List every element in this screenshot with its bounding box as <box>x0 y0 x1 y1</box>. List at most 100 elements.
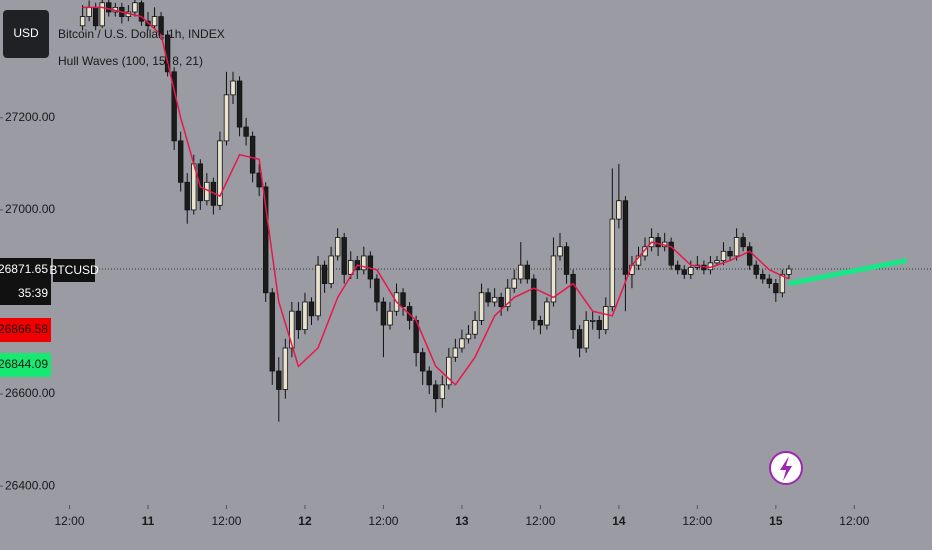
candle-body <box>92 6 99 27</box>
candle-body <box>348 260 354 275</box>
candle-body <box>302 301 308 331</box>
candle-body <box>334 237 341 257</box>
candle-body <box>341 237 347 275</box>
candle-body <box>138 2 145 22</box>
last-price-tag <box>0 258 51 305</box>
candle-body <box>675 264 681 271</box>
candle-body <box>236 80 243 128</box>
candle-body <box>583 320 589 349</box>
candle-body <box>550 255 557 303</box>
candle-body <box>760 273 766 280</box>
price-tags: 26871.65 35:39 26866.58 26844.09 BTCUSD <box>0 258 99 377</box>
candle-body <box>315 264 321 317</box>
currency-button[interactable] <box>3 10 49 58</box>
candle-body <box>616 200 622 220</box>
candle-body <box>387 310 393 326</box>
hull-line <box>82 6 790 386</box>
hull-lower-tag <box>0 353 51 377</box>
x-tick-label: 14 <box>612 514 626 528</box>
x-tick-label: 11 <box>142 514 155 528</box>
candle-body <box>766 278 772 284</box>
hull-lower: 26844.09 <box>0 357 48 371</box>
candle-body <box>361 255 367 271</box>
candle-body <box>524 264 531 280</box>
y-tick-label: 27000.00 <box>5 202 55 216</box>
candle-body <box>537 320 544 326</box>
candle-body <box>223 94 230 142</box>
candle-body <box>289 310 295 349</box>
candle-body <box>321 264 328 284</box>
candle-body <box>505 287 511 307</box>
lightning-button[interactable] <box>769 451 803 485</box>
candle-body <box>498 296 504 307</box>
candle-body <box>328 255 334 284</box>
candle-body <box>263 186 269 294</box>
candle-body <box>518 264 524 280</box>
candle-body <box>596 320 602 331</box>
candle-body <box>230 80 236 96</box>
candle-body <box>779 273 786 294</box>
candle-body <box>282 347 289 390</box>
hull-upper: 26866.58 <box>0 322 48 336</box>
x-tick-label: 15 <box>769 514 783 528</box>
candle-body <box>380 301 387 326</box>
x-tick-label: 12:00 <box>211 514 241 528</box>
candle-body <box>99 2 105 27</box>
candle-body <box>544 301 550 326</box>
candle-body <box>753 264 759 275</box>
candle-body <box>178 140 184 183</box>
candle-body <box>622 200 629 275</box>
x-tick-label: 12:00 <box>55 514 85 528</box>
candle-body <box>86 6 92 17</box>
candle-body <box>452 347 459 358</box>
candle-body <box>374 278 380 303</box>
candle-body <box>491 296 498 303</box>
y-tick-label: 26400.00 <box>5 478 55 492</box>
candle-body <box>243 126 249 137</box>
candle-body <box>433 384 439 400</box>
candle-body <box>485 292 491 303</box>
candle-body <box>426 370 432 386</box>
last-price: 26871.65 <box>0 262 48 276</box>
candle-body <box>132 2 138 13</box>
candle-body <box>295 310 302 331</box>
candle-body <box>576 329 583 349</box>
hull-upper-tag <box>0 318 51 342</box>
countdown: 35:39 <box>18 286 48 300</box>
candle-body <box>184 181 190 211</box>
candle-body <box>603 306 609 331</box>
candle-body <box>563 246 570 275</box>
symbol-tag <box>53 259 95 282</box>
candle-body <box>446 356 452 386</box>
candle-body <box>557 246 563 257</box>
candle-body <box>171 71 177 142</box>
y-tick-label: 27200.00 <box>5 110 55 124</box>
candle-body <box>740 237 746 248</box>
candle-body <box>276 370 282 390</box>
x-tick-label: 12:00 <box>368 514 398 528</box>
candle-body <box>681 269 687 275</box>
currency-label: USD <box>13 26 39 40</box>
candle-body <box>727 250 733 257</box>
candle-body <box>786 268 792 275</box>
x-tick-label: 12:00 <box>839 514 869 528</box>
candle-body <box>472 320 478 335</box>
candle-body <box>151 16 158 27</box>
candle-body <box>773 283 779 294</box>
candle-body <box>688 267 694 275</box>
candle-body <box>531 278 537 321</box>
x-tick-label: 12 <box>298 514 312 528</box>
candle-body <box>609 218 616 307</box>
candle-body <box>249 135 256 174</box>
y-tick-label: 26600.00 <box>5 386 55 400</box>
chart-title: Bitcoin / U.S. Dollar, 1h, INDEX <box>58 27 225 41</box>
candle-body <box>459 338 465 349</box>
symbol: BTCUSD <box>49 263 99 277</box>
candle-body <box>400 292 406 307</box>
candle-body <box>439 384 445 400</box>
x-tick-label: 12:00 <box>682 514 712 528</box>
candle-body <box>197 163 204 202</box>
candle-body <box>465 333 472 340</box>
